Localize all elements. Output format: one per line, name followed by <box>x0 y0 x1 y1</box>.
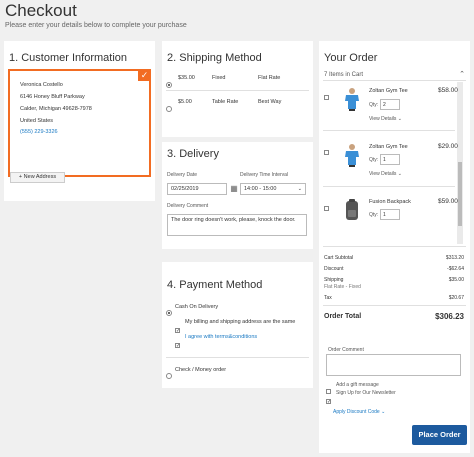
shipping-total-value: $35.00 <box>448 277 464 283</box>
radio-button[interactable] <box>166 106 172 112</box>
delivery-heading: 3. Delivery <box>167 148 219 160</box>
tax-value: $20.67 <box>448 295 464 301</box>
order-total-label: Order Total <box>324 313 362 320</box>
address-country: United States <box>20 118 54 124</box>
shipping-total-label: Shipping <box>324 277 344 283</box>
apply-discount-toggle[interactable]: Apply Discount Code ⌄ <box>333 409 386 415</box>
shipping-price: $5.00 <box>178 99 192 105</box>
shipping-method-name: Flat Rate - Fixed <box>324 284 361 290</box>
shipping-price: $35.00 <box>178 75 195 81</box>
delivery-interval-label: Delivery Time Interval <box>240 172 289 178</box>
newsletter-label: Sign Up for Our Newsletter <box>336 390 396 396</box>
view-details-toggle[interactable]: View Details ⌄ <box>369 171 403 177</box>
radio-button[interactable] <box>166 373 172 379</box>
shipping-option-table-rate[interactable] <box>166 99 172 117</box>
address-name: Veronica Costello <box>20 82 63 88</box>
address-phone[interactable]: (555) 229-3326 <box>20 129 58 135</box>
order-summary-section: Your Order 7 Items in Cart ⌃ Zoltan Gym … <box>319 41 470 453</box>
payment-option-label: Check / Money order <box>175 367 227 373</box>
subtotal-value: $313.20 <box>445 255 464 261</box>
selected-address-card[interactable]: ✓ Veronica Costello 6146 Honey Bluff Par… <box>8 69 151 177</box>
chevron-up-icon[interactable]: ⌃ <box>459 71 465 78</box>
scrollbar-thumb[interactable] <box>458 162 462 226</box>
check-icon[interactable]: ✓ <box>326 399 332 405</box>
gift-message-checkbox[interactable] <box>326 381 331 399</box>
cart-scrollbar[interactable] <box>457 82 463 244</box>
qty-input[interactable]: 1 <box>380 154 400 165</box>
shipping-type: Fixed <box>212 75 226 81</box>
delivery-interval-value: 14:00 - 15:00 <box>244 186 277 192</box>
radio-button[interactable] <box>166 310 172 316</box>
address-city: Calder, Michigan 49628-7978 <box>20 106 92 112</box>
check-icon[interactable]: ✓ <box>175 328 181 334</box>
payment-option-label: Cash On Delivery <box>175 304 219 310</box>
item-name: Zoltan Gym Tee <box>369 144 408 150</box>
order-comment-textarea[interactable] <box>326 354 461 376</box>
item-price: $29.00 <box>438 143 458 150</box>
new-address-button[interactable]: + New Address <box>10 172 65 183</box>
gift-message-label: Add a gift message <box>336 382 379 388</box>
expand-item-icon[interactable] <box>324 87 329 105</box>
page-subtitle: Please enter your details below to compl… <box>5 22 187 29</box>
order-comment-label: Order Comment <box>328 347 364 353</box>
shipping-heading: 2. Shipping Method <box>167 52 262 64</box>
subtotal-label: Cart Subtotal <box>324 255 354 261</box>
shipping-carrier: Best Way <box>258 99 282 105</box>
expand-item-icon[interactable] <box>324 142 329 160</box>
item-price: $58.00 <box>438 87 458 94</box>
items-count[interactable]: 7 Items in Cart <box>324 72 364 78</box>
payment-method-section: 4. Payment Method Cash On Delivery ✓ My … <box>162 262 313 388</box>
delivery-date-label: Delivery Date <box>167 172 198 178</box>
shipping-method-section: 2. Shipping Method $35.00 Fixed Flat Rat… <box>162 41 313 137</box>
discount-value: -$62.64 <box>447 266 464 272</box>
qty-label: Qty: <box>369 212 379 218</box>
tshirt-thumbnail <box>345 88 359 111</box>
delivery-interval-select[interactable]: 14:00 - 15:00 ⌄ <box>240 183 306 195</box>
delivery-comment-textarea[interactable]: The door ring doesn't work, please, knoc… <box>167 214 307 236</box>
terms-checkbox[interactable]: ✓ <box>175 334 180 352</box>
qty-label: Qty: <box>369 102 379 108</box>
terms-link[interactable]: I agree with terms&conditions <box>185 334 258 340</box>
same-address-checkbox[interactable]: ✓ <box>175 319 180 337</box>
payment-heading: 4. Payment Method <box>167 279 263 291</box>
view-details-toggle[interactable]: View Details ⌄ <box>369 116 403 122</box>
qty-label: Qty: <box>369 157 379 163</box>
order-heading: Your Order <box>324 52 378 64</box>
page-title: Checkout <box>5 1 77 20</box>
chevron-down-icon: ⌄ <box>297 186 302 192</box>
backpack-thumbnail <box>346 199 358 220</box>
shipping-carrier: Flat Rate <box>258 75 281 81</box>
tshirt-thumbnail <box>345 144 359 167</box>
tax-label: Tax <box>324 295 332 301</box>
check-icon[interactable]: ✓ <box>175 343 181 349</box>
place-order-button[interactable]: Place Order <box>412 425 467 445</box>
delivery-section: 3. Delivery Delivery Date 02/25/2019 ▦ D… <box>162 142 313 249</box>
payment-option-check[interactable] <box>166 366 172 384</box>
shipping-type: Table Rate <box>212 99 239 105</box>
order-total-value: $306.23 <box>435 312 464 321</box>
newsletter-checkbox[interactable]: ✓ <box>326 390 331 408</box>
item-name: Fusion Backpack <box>369 199 411 205</box>
item-name: Zoltan Gym Tee <box>369 88 408 94</box>
delivery-date-input[interactable]: 02/25/2019 <box>167 183 227 195</box>
item-price: $59.00 <box>438 198 458 205</box>
radio-button[interactable] <box>166 82 172 88</box>
checkmark-icon: ✓ <box>138 69 151 81</box>
same-address-label: My billing and shipping address are the … <box>185 319 296 325</box>
qty-input[interactable]: 2 <box>380 99 400 110</box>
customer-information-section: 1. Customer Information ✓ Veronica Coste… <box>4 41 155 201</box>
delivery-comment-label: Delivery Comment <box>167 203 209 209</box>
calendar-icon[interactable]: ▦ <box>230 184 238 193</box>
qty-input[interactable]: 1 <box>380 209 400 220</box>
expand-item-icon[interactable] <box>324 198 329 216</box>
address-street: 6146 Honey Bluff Parkway <box>20 94 85 100</box>
discount-label: Discount <box>324 266 344 272</box>
customer-heading: 1. Customer Information <box>9 52 127 64</box>
payment-option-cash[interactable] <box>166 303 172 321</box>
shipping-option-flat-rate[interactable] <box>166 75 172 93</box>
